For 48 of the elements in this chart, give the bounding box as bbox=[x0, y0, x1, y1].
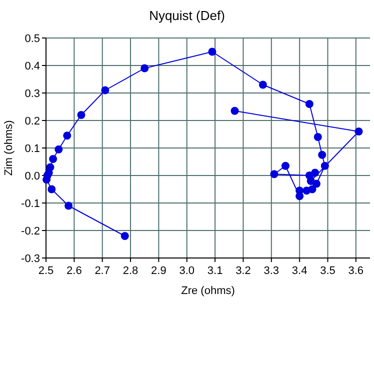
y-tick-label: 0.1 bbox=[24, 143, 40, 155]
point bbox=[120, 232, 129, 240]
y-tick-label: -0.1 bbox=[21, 198, 40, 210]
point bbox=[302, 186, 311, 195]
x-tick-label: 2.5 bbox=[38, 265, 54, 277]
y-tick-label: 0.5 bbox=[24, 33, 40, 45]
point bbox=[306, 177, 315, 185]
x-tick-label: 3.5 bbox=[320, 265, 336, 277]
point bbox=[230, 106, 239, 115]
y-tick-label: -0.2 bbox=[21, 226, 40, 238]
x-tick-label: 2.7 bbox=[94, 265, 110, 277]
x-tick-label: 3.3 bbox=[264, 265, 280, 277]
point bbox=[320, 162, 329, 170]
point bbox=[77, 111, 86, 119]
x-tick-label: 2.9 bbox=[151, 265, 166, 277]
point bbox=[311, 168, 320, 177]
y-axis-title: Zim (ohms) bbox=[3, 120, 15, 176]
x-tick-label: 3.4 bbox=[292, 265, 308, 277]
point bbox=[140, 64, 149, 72]
chart-title: Nyquist (Def) bbox=[149, 8, 225, 23]
y-tick-label: 0.2 bbox=[24, 116, 40, 128]
point bbox=[49, 155, 58, 163]
point bbox=[354, 128, 363, 136]
x-tick-label: 3.6 bbox=[348, 265, 364, 277]
point bbox=[318, 150, 326, 159]
point bbox=[314, 133, 322, 141]
point bbox=[46, 163, 54, 172]
point bbox=[305, 100, 314, 108]
y-tick-label: -0.3 bbox=[21, 253, 40, 265]
x-tick-label: 3.0 bbox=[179, 265, 195, 277]
x-tick-label: 3.2 bbox=[236, 265, 251, 277]
point bbox=[48, 185, 56, 194]
point bbox=[258, 80, 267, 89]
y-tick-label: 0.0 bbox=[24, 170, 40, 182]
point bbox=[54, 145, 63, 154]
x-tick-label: 2.6 bbox=[66, 265, 82, 277]
x-axis-title: Zre (ohms) bbox=[181, 285, 235, 297]
point bbox=[208, 48, 216, 56]
point bbox=[296, 192, 304, 200]
y-tick-label: 0.4 bbox=[24, 60, 40, 72]
point bbox=[281, 162, 290, 170]
x-tick-label: 3.1 bbox=[207, 265, 223, 277]
x-tick-label: 2.8 bbox=[122, 265, 138, 277]
point bbox=[270, 170, 278, 178]
point bbox=[101, 86, 110, 94]
y-tick-label: 0.3 bbox=[24, 88, 40, 100]
point bbox=[63, 132, 72, 140]
point bbox=[64, 202, 73, 210]
